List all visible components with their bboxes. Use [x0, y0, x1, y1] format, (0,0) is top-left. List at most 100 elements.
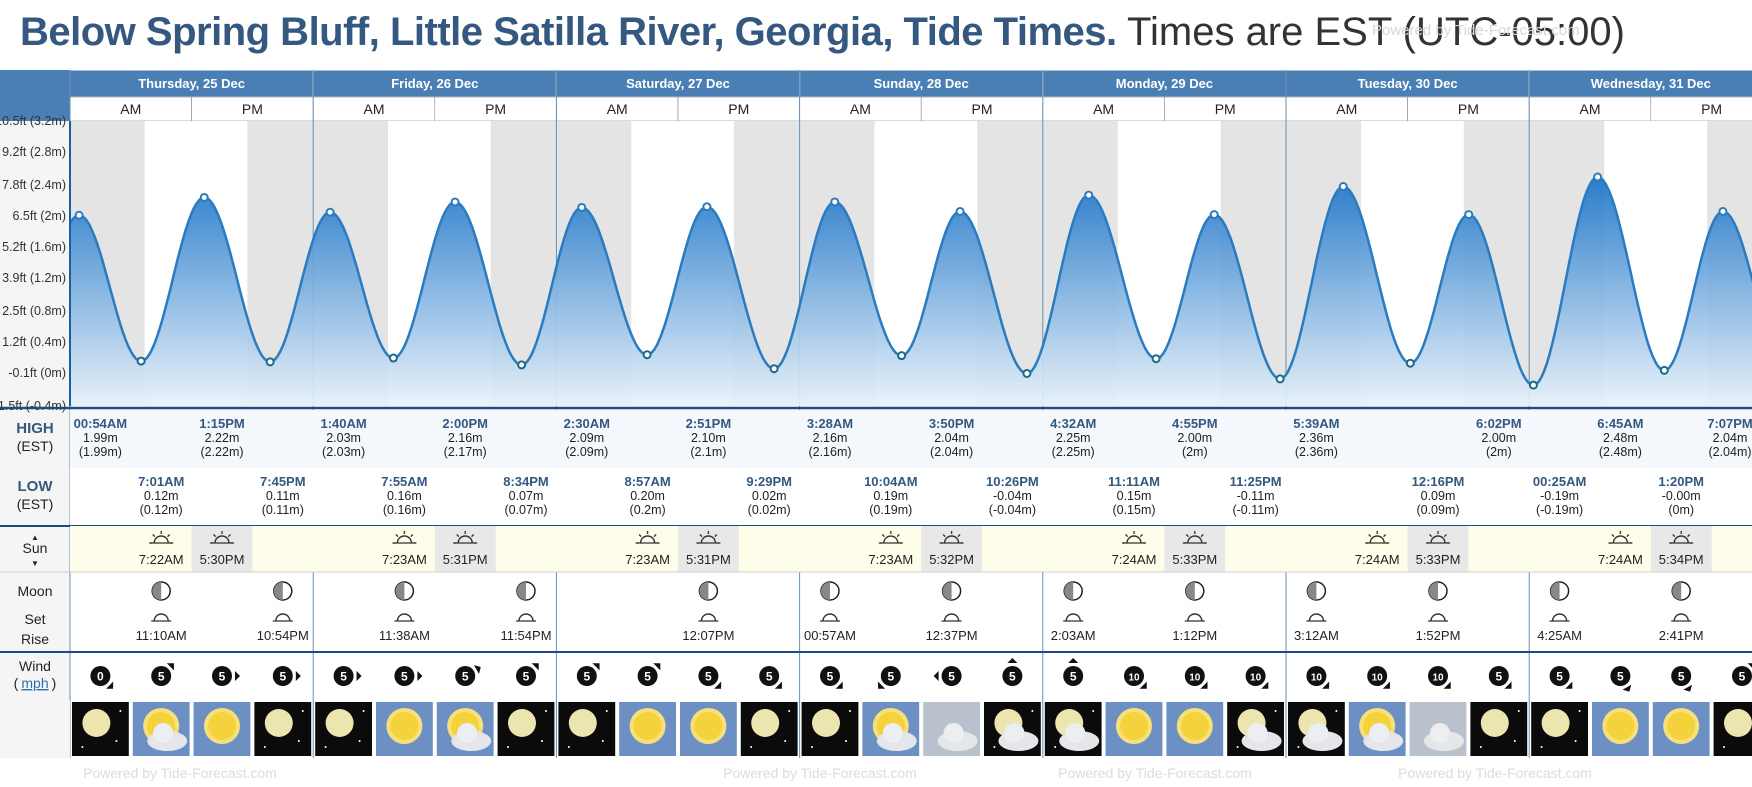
high-tide-point: [702, 202, 712, 212]
wind-row-label: Wind: [19, 658, 51, 674]
wind-indicator: 5: [637, 663, 661, 686]
moon-weather-icon: [82, 709, 111, 737]
cloud-icon-puff: [457, 723, 478, 743]
moon-phase-shade: [395, 582, 405, 600]
wind-unit-link[interactable]: mph: [21, 675, 48, 691]
high-tide-point: [577, 202, 587, 212]
sunrise-icon: [635, 531, 660, 544]
day-label: Friday, 26 Dec: [391, 76, 478, 91]
y-tick-label: 2.5ft (0.8m): [2, 304, 66, 318]
low-tide-height: 0.15m: [1117, 489, 1152, 503]
star-icon: [1297, 746, 1300, 748]
wind-speed: 10: [1189, 673, 1201, 684]
weather-label-bg: [0, 700, 70, 758]
moonset-icon: [275, 613, 291, 622]
low-tide-height-alt: (0.19m): [869, 503, 912, 517]
day-header-5: [1285, 69, 1530, 98]
watermark-top: Powered by Tide-Forecast.com: [1372, 22, 1580, 39]
star-icon: [1479, 746, 1482, 748]
low-tide-time: 10:04AM: [864, 474, 917, 489]
high-tide-point: [1718, 206, 1728, 216]
wind-indicator: 5: [394, 666, 423, 686]
y-tick-label: 9.2ft (2.8m): [2, 145, 66, 159]
wind-speed: 10: [1372, 673, 1384, 684]
high-tide-height-alt: (2.04m): [1708, 445, 1751, 459]
sunset-icon: [1669, 531, 1694, 544]
day-label: Sunday, 28 Dec: [874, 76, 969, 91]
moonset-icon: [822, 613, 838, 622]
cloud-icon-puff: [1369, 723, 1390, 743]
sun-up-icon: ▲: [31, 533, 39, 542]
wind-indicator: 5: [1732, 663, 1752, 686]
sun-weather-icon: [204, 708, 240, 744]
moon-rise-label: Rise: [21, 631, 49, 647]
y-tick-label: 1.2ft (0.4m): [2, 335, 66, 349]
moonset-icon: [1065, 613, 1081, 622]
low-tide-point: [642, 350, 652, 360]
moon-phase-shade: [1307, 582, 1317, 600]
star-icon: [115, 740, 118, 742]
star-icon: [119, 710, 122, 712]
high-tide-height: 2.48m: [1603, 431, 1638, 445]
wind-indicator: 5: [333, 666, 362, 686]
sun-weather-icon: [629, 708, 666, 744]
star-icon: [1513, 740, 1516, 742]
wind-indicator: 5: [1063, 658, 1084, 686]
wind-speed: 5: [644, 670, 651, 684]
low-tide-height: 0.11m: [266, 489, 300, 503]
moon-phase-shade: [517, 582, 526, 600]
half-day-cell: [312, 96, 436, 122]
watermark-footer: Powered by Tide-Forecast.com: [1398, 765, 1592, 781]
low-tide-time: 8:57AM: [624, 474, 670, 489]
wind-indicator: 5: [212, 666, 240, 686]
high-tide-height-alt: (2.48m): [1599, 445, 1642, 459]
wind-speed: 5: [523, 670, 530, 684]
low-tide-height-alt: (0.15m): [1112, 503, 1155, 517]
low-tide-point: [897, 351, 907, 361]
high-tide-height: 2.16m: [448, 431, 483, 445]
wind-indicator: 5: [455, 665, 481, 686]
low-tide-point: [1275, 374, 1285, 384]
moon-phase-shade: [1550, 582, 1560, 600]
high-tide-height-alt: (2m): [1486, 445, 1512, 459]
high-tide-height: 2.04m: [934, 431, 969, 445]
high-tide-time: 1:40AM: [320, 416, 366, 431]
high-tide-height: 2.22m: [205, 431, 240, 445]
sunset-icon: [939, 531, 964, 544]
wind-speed: 5: [948, 670, 955, 684]
day-label: Monday, 29 Dec: [1116, 76, 1213, 91]
wind-speed: 5: [583, 670, 590, 684]
low-tide-height-alt: (0.09m): [1416, 503, 1459, 517]
sunrise-time: 7:23AM: [382, 552, 427, 567]
moonrise-icon: [1187, 613, 1203, 622]
low-tide-height-alt: (0.02m): [748, 503, 791, 517]
sunset-time: 5:34PM: [1659, 552, 1704, 567]
half-day-cell: [799, 96, 922, 122]
half-day-label: PM: [728, 101, 749, 117]
half-day-cell: [1528, 96, 1652, 122]
star-icon: [81, 746, 84, 748]
wind-speed: 10: [1311, 673, 1323, 684]
wind-indicator: 5: [1671, 666, 1693, 692]
high-tide-height-alt: (2.25m): [1052, 445, 1095, 459]
wind-speed: 5: [279, 670, 286, 684]
low-tide-time: 10:26PM: [986, 474, 1039, 489]
star-icon: [784, 740, 787, 742]
low-tide-time: 11:25PM: [1230, 474, 1282, 489]
high-tide-height-alt: (2.16m): [808, 445, 851, 459]
moonrise-icon: [700, 613, 717, 622]
moon-phase-shade: [1429, 582, 1438, 600]
high-tide-height: 2.09m: [569, 431, 604, 445]
cloud-icon-puff: [1247, 723, 1268, 743]
sunset-time: 5:32PM: [929, 552, 974, 567]
moonset-time: 00:57AM: [804, 628, 856, 643]
header-corner: [0, 70, 70, 121]
moonrise-time: 12:07PM: [682, 628, 734, 643]
half-day-cell: [920, 96, 1044, 122]
star-icon: [545, 710, 547, 712]
wind-speed: 5: [1070, 670, 1077, 684]
low-tide-height: 0.12m: [144, 489, 179, 503]
high-tide-height: 2.00m: [1481, 431, 1516, 445]
high-tide-time: 2:00PM: [442, 416, 488, 431]
